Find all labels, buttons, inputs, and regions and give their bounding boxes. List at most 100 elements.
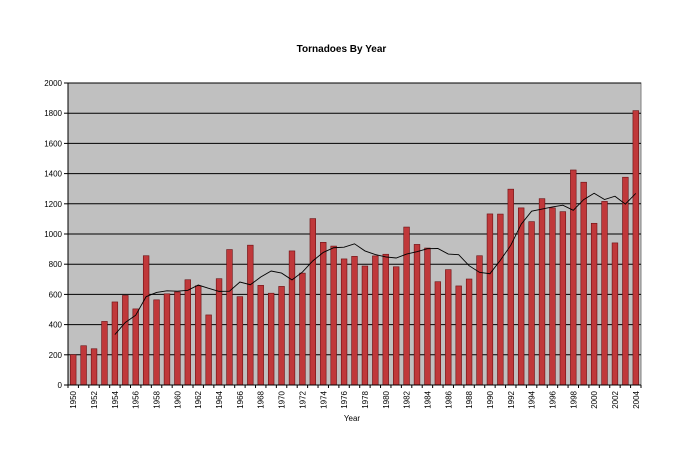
x-tick-label: 1968 [257,390,266,408]
bar [215,278,223,386]
bar [393,266,400,386]
bar [257,285,264,386]
bar [590,222,598,386]
bar [90,348,98,386]
bar [299,272,306,386]
x-tick-label: 1950 [69,390,78,408]
chart-title: Tornadoes By Year [297,44,387,55]
y-tick-label: 2000 [44,79,62,88]
bar [507,188,514,386]
bar [195,285,202,386]
bar [445,269,452,386]
bar [528,221,535,386]
bar [549,207,556,386]
bar [340,258,348,386]
y-tick-label: 400 [49,321,63,330]
x-tick-label: 1992 [507,390,516,408]
bar [153,299,160,386]
x-tick-label: 1994 [528,390,537,408]
x-tick-label: 2004 [632,390,641,408]
bar [330,245,337,386]
x-tick-label: 1990 [486,390,495,408]
bar [163,293,171,386]
bar [70,354,77,386]
bar [486,213,494,386]
bar [538,198,546,386]
x-tick-label: 1956 [132,390,141,408]
y-tick-label: 0 [58,381,63,390]
bar [497,213,504,386]
bar [278,286,285,386]
bar [247,244,254,386]
bar [320,242,327,386]
x-tick-label: 1982 [403,390,412,408]
x-tick-label: 2000 [590,390,599,408]
bar [518,207,525,386]
x-tick-label: 1998 [569,390,578,408]
x-tick-label: 1960 [173,390,182,408]
y-tick-label: 1800 [44,109,62,118]
x-tick-label: 1954 [111,390,120,408]
y-tick-label: 800 [49,260,63,269]
plot-area: 0 200 400 600 800 1000 1200 1400 1600 1800 2000 195… [44,79,642,409]
y-tick-label: 600 [49,290,63,299]
bar [122,295,129,386]
y-tick-label: 1400 [44,170,62,179]
x-tick-label: 1966 [236,390,245,408]
bar [142,255,150,386]
x-tick-label: 2002 [611,390,620,408]
bar [455,285,462,386]
x-tick-label: 1980 [382,390,391,408]
bar [80,345,87,386]
bar [580,181,587,386]
bar [559,211,567,386]
bar [622,176,629,386]
bar [403,226,410,386]
bar [382,253,389,386]
x-tick-label: 1978 [361,390,370,408]
x-tick-label: 1984 [423,390,432,408]
x-tick-label: 1952 [90,390,99,408]
x-tick-label: 1996 [548,390,557,408]
x-tick-label: 1970 [278,390,287,408]
bar [372,255,379,386]
bar [413,244,421,386]
bar [361,265,369,386]
x-tick-label: 1972 [298,390,307,408]
trend-line [114,192,637,335]
bar [465,278,473,386]
y-tick-label: 1200 [44,200,62,209]
bar [434,281,442,386]
y-tick-label: 1000 [44,230,62,239]
bar [424,247,431,386]
bar [351,256,358,386]
bar [236,296,244,386]
bar [174,291,181,386]
bar [570,169,577,386]
x-tick-label: 1974 [319,390,328,408]
y-tick-label: 1600 [44,139,62,148]
y-tick-label: 200 [49,351,63,360]
bar [101,321,108,386]
bar [611,242,619,386]
bar [184,279,191,386]
bar [309,218,316,386]
bar [267,292,275,386]
bar [205,314,212,386]
x-tick-label: 1962 [194,390,203,408]
bar [132,308,139,386]
x-tick-label: 1988 [465,390,474,408]
bar [601,201,608,386]
bar [226,249,233,386]
x-tick-label: 1976 [340,390,349,408]
x-axis-title: Year [344,414,361,423]
bar [632,110,639,386]
bar [111,301,119,386]
bar [476,255,483,386]
bar [288,250,296,386]
x-tick-label: 1964 [215,390,224,408]
x-tick-label: 1958 [153,390,162,408]
x-tick-label: 1986 [444,390,453,408]
